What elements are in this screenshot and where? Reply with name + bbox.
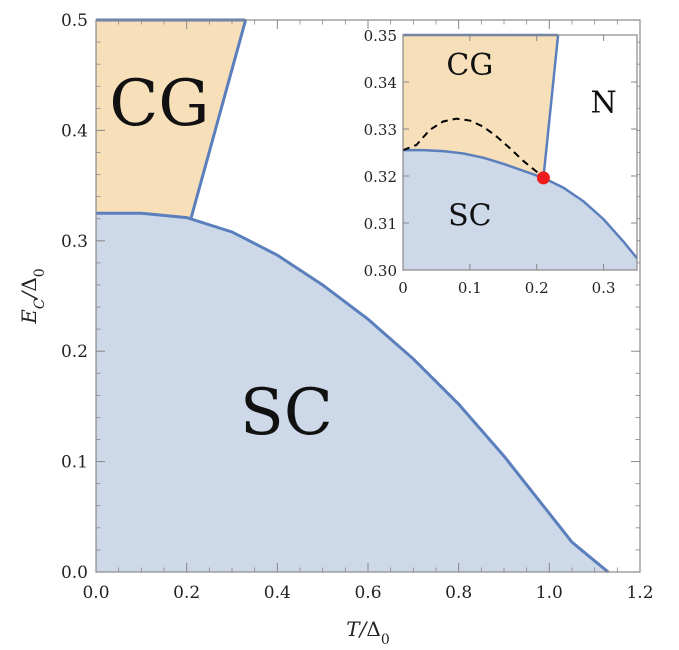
main-x-tick-label: 0.6: [354, 583, 381, 603]
inset-cg-boundary-line: [542, 34, 560, 179]
main-region-label-sc: SC: [240, 376, 333, 450]
main-x-tick-label: 0.2: [173, 583, 200, 603]
main-cg-boundary-line: [189, 19, 248, 219]
x-axis-label: T/Δ0: [346, 617, 389, 648]
main-x-tick-label: 0.0: [82, 583, 109, 603]
inset-x-tick-label: 0.3: [592, 279, 616, 297]
inset-y-tick-label: 0.30: [364, 262, 397, 280]
main-sc-region: [96, 213, 609, 572]
y-axis-label: EC/Δ0: [17, 268, 48, 324]
inset-y-tick-label: 0.35: [364, 27, 397, 45]
inset-sc-boundary-line: [403, 148, 638, 260]
main-y-tick-label: 0.2: [61, 342, 88, 362]
inset-x-tick-label: 0: [398, 279, 408, 297]
main-y-tick-label: 0.5: [61, 11, 88, 31]
main-y-tick-label: 0.0: [61, 563, 88, 583]
main-y-tick-label: 0.4: [61, 121, 88, 141]
inset-x-tick-label: 0.1: [458, 279, 482, 297]
inset-plot: 0 0.1 0.2 0.3 0.30 0.31 0.32 0.33 0.34 0.35 CG SC N: [364, 27, 638, 297]
main-x-tick-label: 0.4: [264, 583, 291, 603]
inset-region-label-n: N: [590, 86, 616, 121]
inset-y-tick-label: 0.31: [364, 215, 397, 233]
inset-y-tick-label: 0.33: [364, 121, 397, 139]
main-x-tick-label: 1.0: [536, 583, 563, 603]
main-cg-region: [96, 20, 246, 218]
inset-sc-region: [403, 150, 637, 270]
main-y-tick-label: 0.3: [61, 232, 88, 252]
inset-region-label-sc: SC: [448, 198, 492, 233]
main-x-tick-label: 0.8: [445, 583, 472, 603]
inset-plot-frame: [402, 34, 638, 271]
inset-y-tick-label: 0.34: [364, 74, 397, 92]
main-region-label-cg: CG: [109, 67, 209, 141]
inset-critical-point-marker: [536, 171, 550, 185]
main-y-tick-label: 0.1: [61, 453, 88, 473]
inset-y-tick-label: 0.32: [364, 168, 397, 186]
main-x-tick-label: 1.2: [626, 583, 653, 603]
inset-region-label-cg: CG: [446, 48, 493, 83]
inset-dashed-line: [402, 117, 545, 179]
inset-cg-region: [403, 35, 559, 178]
inset-x-tick-label: 0.2: [525, 279, 549, 297]
main-sc-boundary-line: [96, 211, 610, 574]
